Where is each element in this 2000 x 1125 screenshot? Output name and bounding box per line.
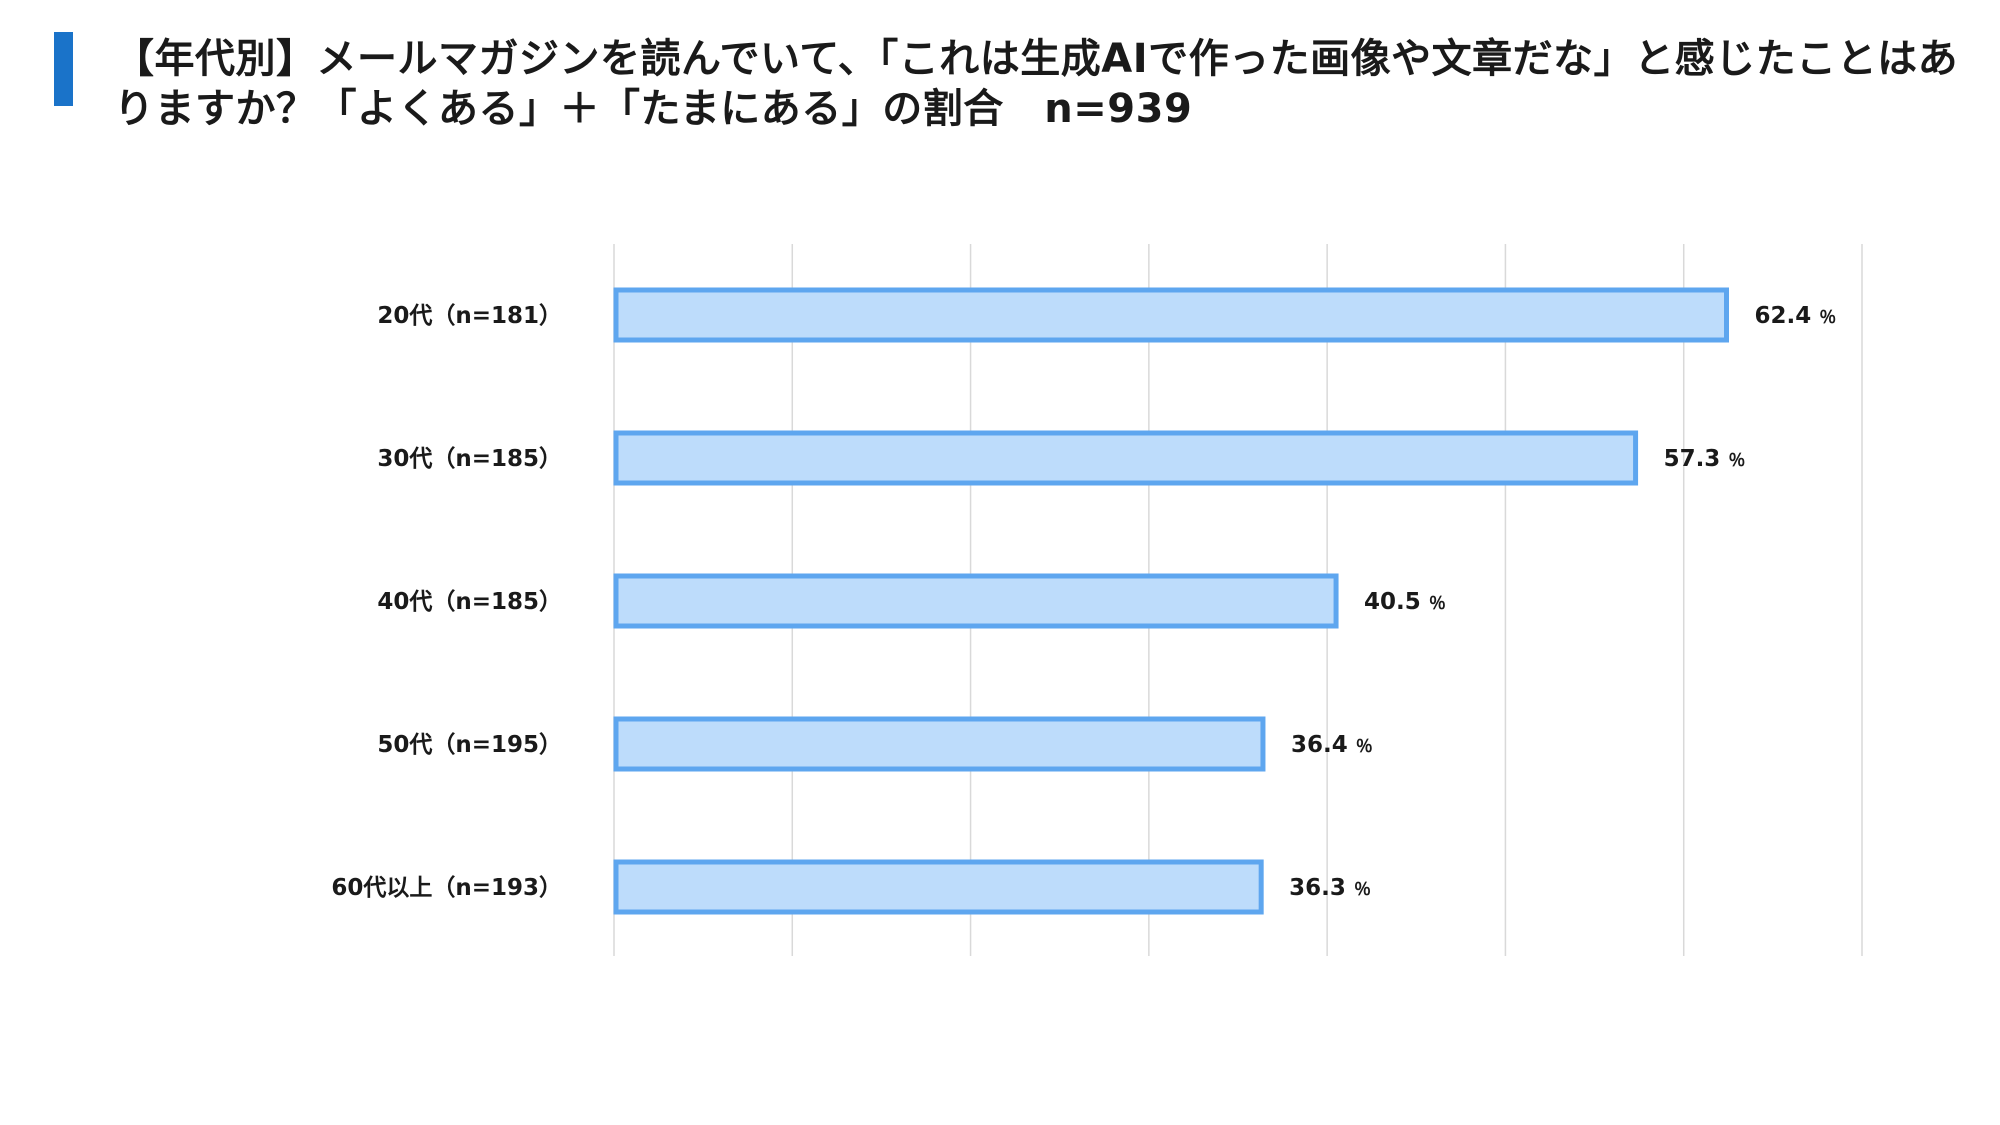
data-label: 57.3 ％ [1664, 446, 1746, 472]
category-label: 20代（n=181） [377, 302, 562, 329]
category-label: 50代（n=195） [377, 731, 562, 758]
category-label: 40代（n=185） [377, 588, 562, 615]
data-label: 36.3 ％ [1289, 875, 1371, 901]
data-label: 40.5 ％ [1364, 589, 1446, 615]
bar [613, 287, 1730, 343]
bar [613, 573, 1339, 629]
bar [613, 716, 1266, 772]
data-label: 36.4 ％ [1291, 732, 1373, 758]
data-label: 62.4 ％ [1755, 303, 1837, 329]
labels: 20代（n=181） 62.4 ％ 30代（n=185） 57.3 ％ 40代（n=18… [331, 302, 1836, 901]
bar [613, 430, 1639, 486]
bars [613, 287, 1730, 915]
bar [613, 859, 1264, 915]
page-title: 【年代別】メールマガジンを読んでいて、「これは生成AIで作った画像や文章だな」と… [114, 36, 1959, 132]
title-accent-bar [54, 32, 73, 106]
category-label: 30代（n=185） [377, 445, 562, 472]
category-label: 60代以上（n=193） [331, 874, 562, 901]
